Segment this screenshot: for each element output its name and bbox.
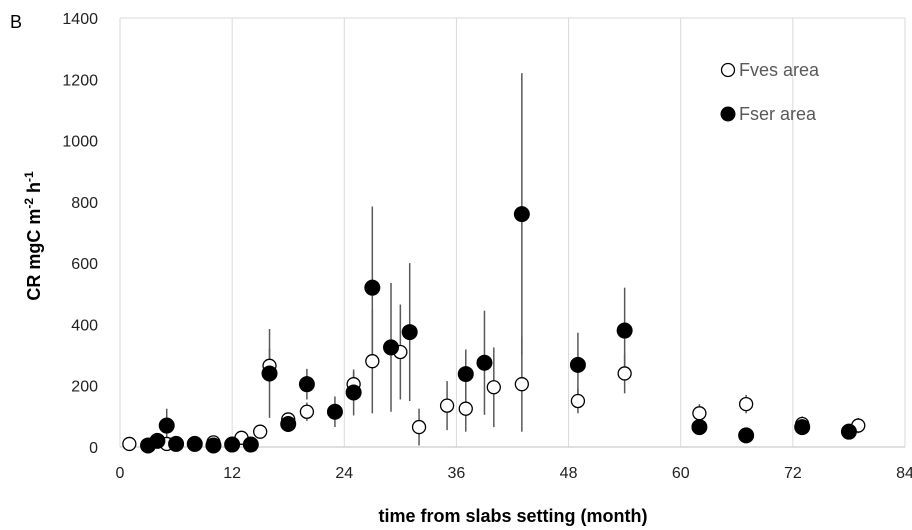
fser-point [298, 376, 315, 393]
fser-point [280, 416, 297, 433]
fves-point [458, 401, 473, 416]
fser-point [794, 419, 811, 436]
fves-point [122, 436, 137, 452]
y-tick-label: 800 [71, 195, 98, 212]
point-layer [122, 206, 866, 454]
fser-point [840, 423, 857, 440]
x-axis-title: time from slabs setting (month) [378, 506, 647, 526]
legend-fser-label: Fser area [739, 104, 817, 124]
y-tick-label: 1000 [62, 134, 98, 151]
fves-point [439, 398, 455, 413]
y-tick-label: 1400 [62, 11, 98, 28]
x-tick-label: 24 [335, 465, 353, 482]
y-tick-label: 0 [89, 440, 98, 457]
fser-point [242, 436, 259, 453]
fser-point [616, 322, 633, 339]
y-axis-title: CR mgC m-2 h-1 [22, 171, 44, 301]
fves-point [365, 354, 380, 369]
fser-point [168, 435, 185, 452]
axis-layer: 0 12 24 36 48 60 72 84 0 200 400 600 800 1000 1200 1400 [62, 11, 912, 482]
y-axis-title-main: CR mgC m [24, 209, 44, 301]
y-tick-label: 1200 [62, 72, 98, 89]
y-axis-title-mid: h [24, 182, 44, 198]
y-axis-title-sup2: -1 [22, 171, 36, 182]
fves-point [486, 380, 501, 395]
panel-label: B [10, 12, 22, 32]
fser-point [345, 384, 362, 401]
x-tick-label: 84 [896, 465, 912, 482]
y-axis-title-sup1: -2 [22, 198, 36, 209]
y-tick-label: 200 [71, 379, 98, 396]
legend-fser-marker [720, 106, 736, 122]
error-bar-layer [165, 73, 860, 446]
x-tick-label: 60 [672, 465, 690, 482]
fves-point [299, 404, 315, 419]
y-tick-label: 400 [71, 317, 98, 334]
x-tick-label: 36 [448, 465, 466, 482]
fser-point [205, 437, 222, 454]
fser-point [569, 356, 586, 373]
fser-point [158, 417, 175, 434]
legend-fves-label: Fves area [739, 60, 820, 80]
fves-point [514, 377, 529, 392]
fves-point [570, 393, 586, 409]
fser-point [738, 427, 755, 444]
x-tick-label: 0 [116, 465, 125, 482]
fves-point [738, 396, 754, 412]
fser-point [383, 339, 400, 356]
fser-point [364, 279, 381, 296]
fser-point [457, 366, 474, 383]
fser-point [261, 365, 278, 382]
fves-point [253, 424, 268, 439]
x-tick-label: 48 [560, 465, 578, 482]
fves-point [617, 366, 632, 381]
y-tick-label: 600 [71, 256, 98, 273]
fves-point [411, 419, 427, 435]
fser-point [326, 403, 343, 420]
x-tick-label: 72 [784, 465, 802, 482]
legend-fves-marker [720, 62, 736, 78]
fser-point [186, 435, 203, 452]
x-tick-label: 12 [223, 465, 241, 482]
fser-point [476, 354, 493, 371]
fser-point [691, 419, 708, 436]
fser-point [149, 432, 166, 449]
fser-point [224, 436, 241, 453]
grid-layer [120, 17, 906, 447]
fves-point [692, 406, 707, 421]
legend: Fves area Fser area [720, 60, 820, 124]
fser-point [513, 206, 530, 223]
fser-point [401, 324, 418, 341]
